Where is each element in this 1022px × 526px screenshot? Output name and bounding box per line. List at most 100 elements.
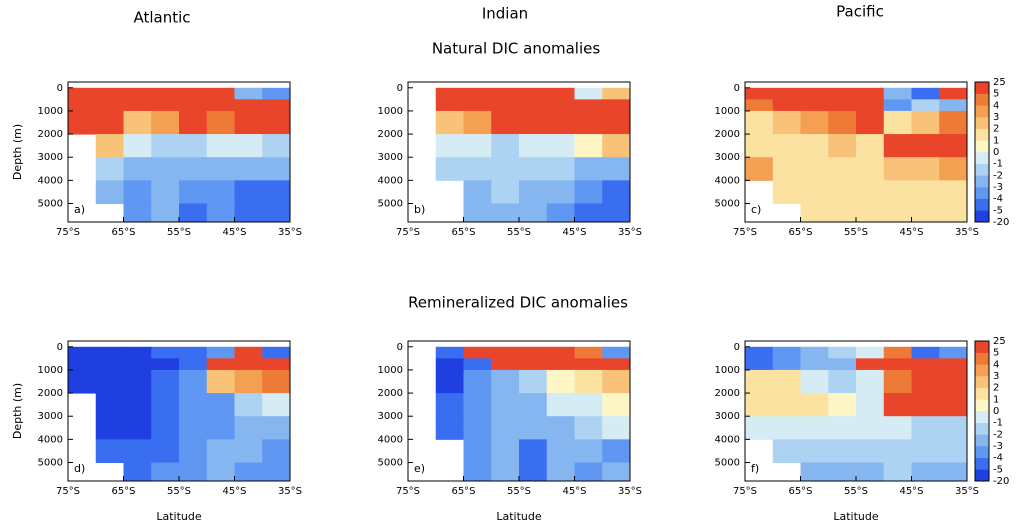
cell bbox=[463, 180, 492, 204]
x-tick-label: 35°S bbox=[618, 227, 642, 238]
cell bbox=[435, 157, 464, 181]
cell bbox=[151, 134, 180, 158]
cell bbox=[602, 134, 631, 158]
cell bbox=[179, 157, 208, 181]
cell bbox=[602, 346, 631, 359]
cell bbox=[463, 369, 492, 394]
y-tick-label: 4000 bbox=[378, 175, 403, 186]
x-tick-label: 35°S bbox=[278, 227, 302, 238]
cell bbox=[745, 346, 774, 359]
y-tick-label: 4000 bbox=[378, 434, 403, 445]
cell bbox=[68, 87, 97, 100]
colorbar-swatch bbox=[975, 175, 989, 188]
cell bbox=[435, 87, 464, 100]
cell bbox=[519, 462, 548, 482]
cell bbox=[234, 87, 263, 100]
cell bbox=[800, 358, 829, 371]
colorbar-label: -3 bbox=[993, 441, 1003, 452]
cell bbox=[800, 157, 829, 181]
cell bbox=[206, 462, 235, 482]
cell bbox=[151, 393, 180, 417]
cell bbox=[491, 180, 520, 204]
x-tick-label: 65°S bbox=[111, 227, 135, 238]
colorbar-swatch bbox=[975, 457, 989, 470]
colorbar-label: -4 bbox=[993, 453, 1003, 464]
cell bbox=[911, 393, 940, 417]
cell bbox=[68, 369, 97, 394]
colorbar-frame bbox=[974, 340, 990, 482]
cell bbox=[828, 416, 857, 440]
cell bbox=[123, 134, 152, 158]
y-tick-label: 1000 bbox=[38, 365, 63, 376]
cell bbox=[546, 416, 575, 440]
cell bbox=[151, 110, 180, 135]
cell bbox=[772, 87, 801, 100]
cell bbox=[179, 462, 208, 482]
cell bbox=[800, 99, 829, 112]
x-tick-label: 35°S bbox=[278, 486, 302, 497]
cell bbox=[883, 346, 912, 359]
cell bbox=[435, 358, 464, 371]
cell bbox=[68, 358, 97, 371]
colorbar-label: 1 bbox=[993, 394, 999, 405]
cell bbox=[123, 87, 152, 100]
cell bbox=[574, 439, 603, 463]
cell bbox=[179, 203, 208, 223]
cell bbox=[772, 110, 801, 135]
cell bbox=[435, 393, 464, 417]
cell bbox=[95, 369, 124, 394]
colorbar-swatch bbox=[975, 140, 989, 153]
cell bbox=[772, 439, 801, 463]
cell bbox=[463, 416, 492, 440]
cell bbox=[939, 369, 968, 394]
column-title: Atlantic bbox=[133, 9, 190, 27]
cell bbox=[856, 110, 885, 135]
cell bbox=[123, 110, 152, 135]
x-tick-label: 35°S bbox=[618, 486, 642, 497]
y-tick-label: 5000 bbox=[38, 198, 63, 209]
cell bbox=[883, 157, 912, 181]
cell bbox=[602, 87, 631, 100]
cell bbox=[95, 87, 124, 100]
cell bbox=[574, 157, 603, 181]
y-tick-label: 3000 bbox=[715, 152, 740, 163]
cell bbox=[491, 439, 520, 463]
y-tick-label: 4000 bbox=[715, 175, 740, 186]
cell bbox=[883, 99, 912, 112]
cell bbox=[828, 99, 857, 112]
cell bbox=[800, 134, 829, 158]
cell bbox=[519, 180, 548, 204]
cell bbox=[602, 369, 631, 394]
cell bbox=[151, 358, 180, 371]
cell bbox=[463, 87, 492, 100]
cell bbox=[546, 134, 575, 158]
y-tick-label: 0 bbox=[397, 342, 403, 353]
cell bbox=[234, 393, 263, 417]
cell bbox=[519, 393, 548, 417]
cell bbox=[939, 416, 968, 440]
cell bbox=[800, 369, 829, 394]
cell bbox=[911, 346, 940, 359]
cell bbox=[206, 358, 235, 371]
cell bbox=[800, 462, 829, 482]
cell bbox=[123, 346, 152, 359]
colorbar-label: -3 bbox=[993, 182, 1003, 193]
colorbar-label: 3 bbox=[993, 112, 999, 123]
y-tick-label: 3000 bbox=[38, 411, 63, 422]
cell bbox=[939, 99, 968, 112]
cell bbox=[574, 346, 603, 359]
cell bbox=[883, 358, 912, 371]
cell bbox=[800, 393, 829, 417]
y-tick-label: 1000 bbox=[715, 365, 740, 376]
cell bbox=[939, 439, 968, 463]
cell bbox=[234, 134, 263, 158]
y-tick-label: 5000 bbox=[715, 198, 740, 209]
cell bbox=[435, 346, 464, 359]
cell bbox=[463, 358, 492, 371]
cell bbox=[262, 439, 291, 463]
cell bbox=[574, 462, 603, 482]
colorbar-swatch bbox=[975, 341, 989, 353]
cell bbox=[262, 157, 291, 181]
cell bbox=[68, 346, 97, 359]
cell bbox=[262, 180, 291, 204]
